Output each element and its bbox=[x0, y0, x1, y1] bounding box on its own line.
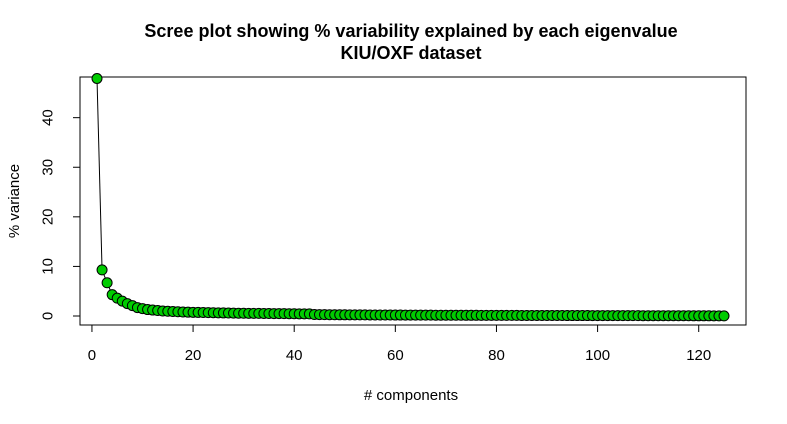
y-axis-label: % variance bbox=[6, 164, 23, 238]
y-axis: 0 10 20 30 40 bbox=[40, 109, 81, 320]
series-line bbox=[96, 83, 111, 291]
x-tick-label: 20 bbox=[185, 347, 202, 364]
x-axis: 0 20 40 60 80 100 120 bbox=[88, 324, 711, 364]
x-tick-label: 0 bbox=[88, 347, 96, 364]
data-point bbox=[101, 277, 113, 289]
data-point bbox=[96, 264, 108, 276]
y-tick-label: 10 bbox=[40, 258, 57, 275]
x-tick-label: 60 bbox=[387, 347, 404, 364]
y-tick-label: 30 bbox=[40, 159, 57, 176]
x-tick-label: 120 bbox=[686, 347, 711, 364]
x-tick-label: 100 bbox=[585, 347, 610, 364]
series-points bbox=[91, 72, 730, 322]
y-tick-label: 0 bbox=[40, 312, 57, 320]
series-segment bbox=[96, 83, 103, 265]
data-point bbox=[91, 72, 103, 84]
x-tick-label: 80 bbox=[488, 347, 505, 364]
series-segment bbox=[103, 274, 106, 279]
chart-subtitle: KIU/OXF dataset bbox=[340, 43, 481, 63]
data-point bbox=[718, 310, 730, 322]
y-tick-label: 40 bbox=[40, 109, 57, 126]
x-tick-label: 40 bbox=[286, 347, 303, 364]
x-axis-label: # components bbox=[364, 387, 458, 404]
plot-frame bbox=[79, 76, 747, 326]
y-tick-label: 20 bbox=[40, 208, 57, 225]
chart-title: Scree plot showing % variability explain… bbox=[144, 21, 677, 41]
